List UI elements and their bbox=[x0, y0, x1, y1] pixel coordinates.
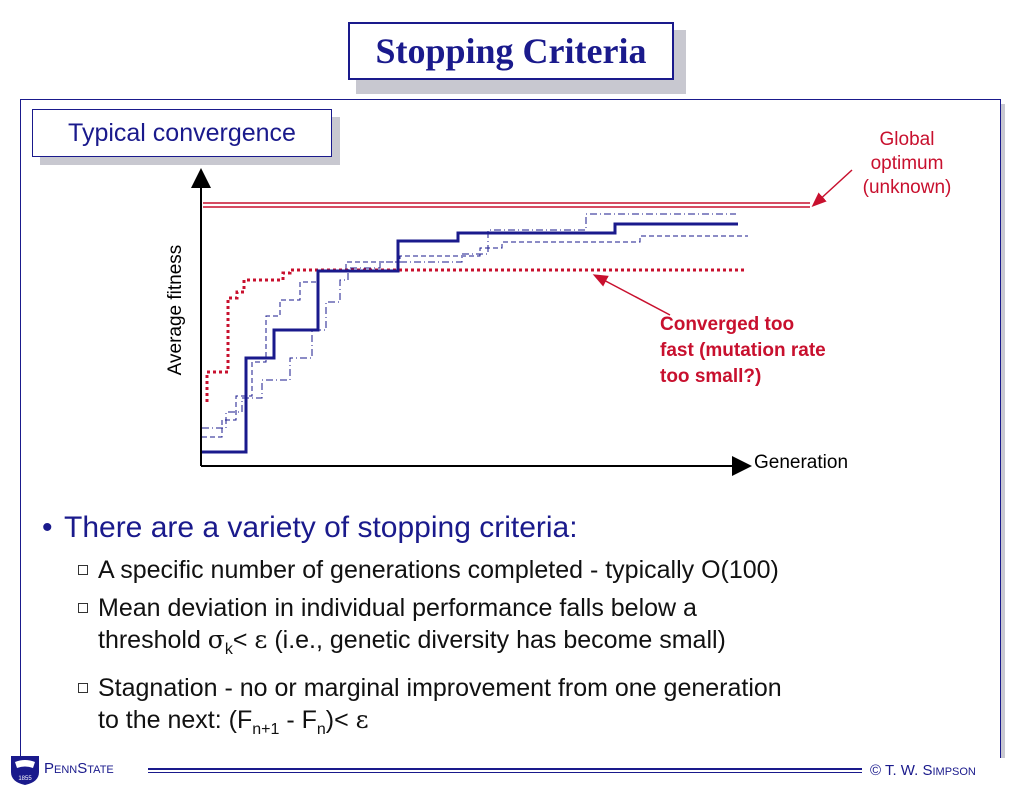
slide-title: Stopping Criteria bbox=[348, 22, 674, 80]
penn-state-shield-icon: 1855 bbox=[11, 756, 39, 785]
subtitle-box: Typical convergence bbox=[32, 109, 332, 157]
penn-state-wordmark: PENNSTATE bbox=[44, 760, 114, 777]
global-optimum-annotation: Global optimum (unknown) bbox=[862, 129, 952, 198]
bullet-list: • There are a variety of stopping criteri… bbox=[42, 508, 982, 746]
dash-dot-convergence-curve bbox=[202, 213, 736, 429]
sub-bullet-3: Stagnation - no or marginal improvement … bbox=[78, 672, 982, 746]
thick-convergence-curve bbox=[202, 222, 738, 454]
svg-text:1855: 1855 bbox=[18, 776, 32, 782]
footer-rule-thin bbox=[148, 772, 862, 773]
sub-bullet-1: A specific number of generations complet… bbox=[78, 554, 982, 586]
x-axis-label: Generation bbox=[754, 452, 849, 473]
copyright: © T. W. SIMPSON bbox=[870, 762, 976, 779]
main-bullet: • There are a variety of stopping criteri… bbox=[42, 508, 982, 548]
square-bullet-icon bbox=[78, 565, 88, 575]
footer-rule bbox=[148, 768, 862, 770]
global-optimum-arrow bbox=[811, 169, 853, 208]
dashed-convergence-curve bbox=[202, 235, 748, 438]
sub-bullet-2: Mean deviation in individual performance… bbox=[78, 592, 982, 666]
square-bullet-icon bbox=[78, 683, 88, 693]
content-frame bbox=[20, 99, 1001, 758]
converged-arrow bbox=[592, 274, 671, 316]
frame-shadow bbox=[1001, 104, 1005, 758]
converged-annotation: Converged too fast (mutation rate too sm… bbox=[660, 314, 826, 387]
early-convergence-curve bbox=[205, 268, 745, 402]
bullet-dot: • bbox=[42, 511, 53, 544]
square-bullet-icon bbox=[78, 603, 88, 613]
